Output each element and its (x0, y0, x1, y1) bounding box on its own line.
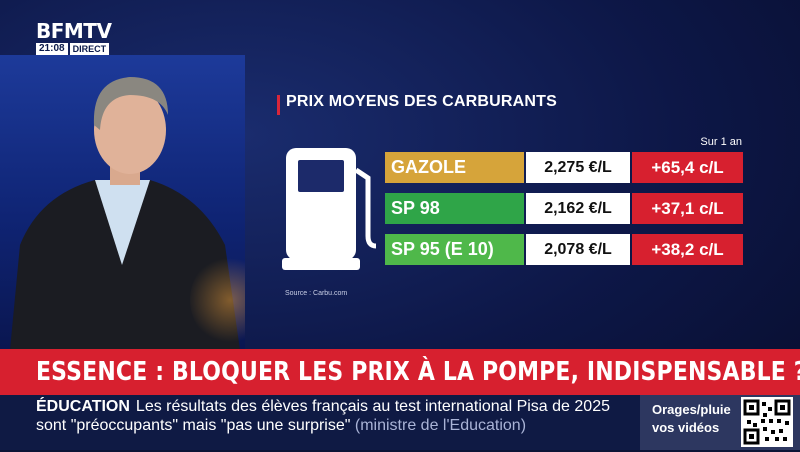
period-label: Sur 1 an (700, 136, 742, 148)
presenter-shirt (95, 180, 150, 265)
presenter-video (0, 55, 245, 350)
headline-banner: ESSENCE : BLOQUER LES PRIX À LA POMPE, I… (0, 349, 800, 395)
source-label: Source : Carbu.com (285, 290, 348, 297)
fuel-row-sp98: SP 98 2,162 €/L +37,1 c/L (385, 193, 743, 224)
headline-text: ESSENCE : BLOQUER LES PRIX À LA POMPE, I… (36, 357, 800, 387)
panel-title: PRIX MOYENS DES CARBURANTS (286, 93, 558, 110)
logo-clock-row: 21:08 DIRECT (36, 43, 116, 55)
fuel-price: 2,162 €/L (526, 193, 630, 224)
pump-base (282, 258, 360, 270)
fuel-delta: +38,2 c/L (632, 234, 743, 265)
promo-line-1: Orages/pluie (652, 402, 731, 417)
logo-text: BFMTV (36, 19, 112, 43)
clock-time: 21:08 (36, 43, 68, 55)
promo-line-2: vos vidéos (652, 420, 720, 435)
pump-hose (354, 167, 377, 249)
presenter-face (94, 86, 166, 174)
fuel-delta: +37,1 c/L (632, 193, 743, 224)
fuel-row-gazole: GAZOLE 2,275 €/L +65,4 c/L (385, 152, 743, 183)
fuel-name: SP 98 (385, 193, 524, 224)
ticker-text-2: sont "préoccupants" mais "pas une surpri… (36, 417, 351, 434)
channel-logo: BFMTV 21:08 DIRECT (36, 20, 116, 55)
ticker-attribution: (ministre de l'Education) (354, 417, 527, 434)
fuel-price: 2,275 €/L (526, 152, 630, 183)
fuel-delta: +65,4 c/L (632, 152, 743, 183)
fuel-row-sp95: SP 95 (E 10) 2,078 €/L +38,2 c/L (385, 234, 743, 265)
fuel-name: GAZOLE (385, 152, 524, 183)
promo-text: Orages/pluie vos vidéos (652, 401, 731, 437)
title-accent-bar (277, 95, 280, 115)
ticker-line-1: ÉDUCATION Les résultats des élèves frança… (36, 397, 610, 417)
presenter-jacket (10, 180, 240, 350)
pump-screen (298, 160, 344, 192)
qr-code-icon[interactable] (741, 397, 793, 447)
ticker-line-2: sont "préoccupants" mais "pas une surpri… (36, 416, 526, 436)
fuel-price: 2,078 €/L (526, 234, 630, 265)
fuel-pump-icon (282, 148, 377, 270)
presenter-hair (93, 77, 168, 130)
live-badge: DIRECT (69, 43, 110, 55)
ticker-text-1: Les résultats des élèves français au tes… (135, 398, 610, 415)
ticker-category: ÉDUCATION (36, 398, 130, 415)
news-ticker (0, 395, 640, 450)
fuel-name: SP 95 (E 10) (385, 234, 524, 265)
presenter-figure (10, 77, 240, 350)
qr-pattern (743, 399, 791, 445)
